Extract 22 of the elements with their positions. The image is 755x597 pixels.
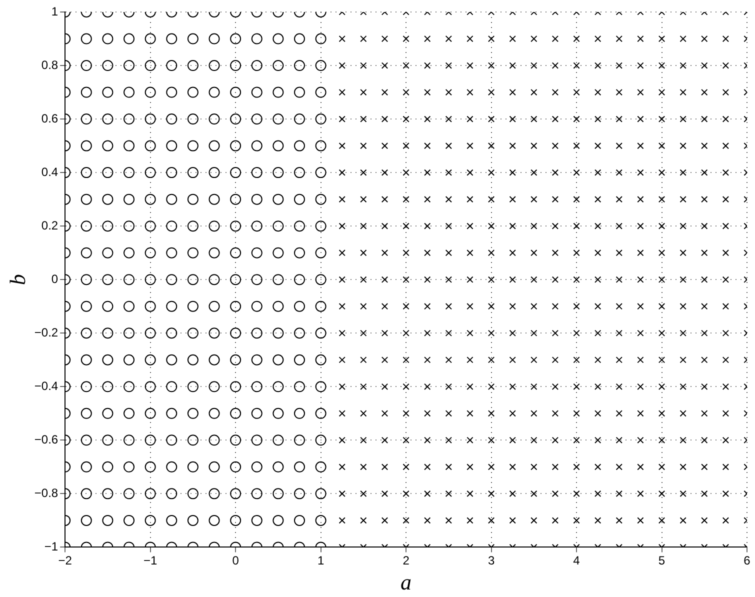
y-tick-label: 0.6	[41, 111, 58, 126]
y-axis-title: b	[4, 274, 30, 286]
y-tick-label: 0	[51, 272, 58, 286]
x-tick-label: 3	[488, 554, 495, 568]
y-tick-label: −1	[44, 540, 58, 554]
x-axis-title: a	[400, 570, 412, 595]
x-tick-label: 1	[317, 554, 324, 568]
y-tick-label: −0.8	[34, 486, 58, 500]
y-tick-label: −0.4	[34, 378, 58, 393]
x-tick-label: 5	[658, 554, 666, 568]
x-tick-label: 4	[573, 554, 580, 568]
x-tick-label: 0	[232, 554, 240, 568]
y-tick-label: 0.4	[41, 164, 58, 179]
x-tick-label: 6	[744, 554, 751, 568]
x-tick-label: −2	[58, 554, 72, 568]
y-tick-label: 0.8	[41, 58, 58, 72]
y-tick-label: −0.2	[34, 325, 58, 340]
y-tick-label: 0.2	[41, 218, 58, 232]
x-tick-label: −1	[143, 554, 158, 568]
y-tick-label: −0.6	[34, 432, 58, 446]
x-tick-label: 2	[402, 554, 410, 568]
y-tick-label: 1	[51, 4, 58, 18]
